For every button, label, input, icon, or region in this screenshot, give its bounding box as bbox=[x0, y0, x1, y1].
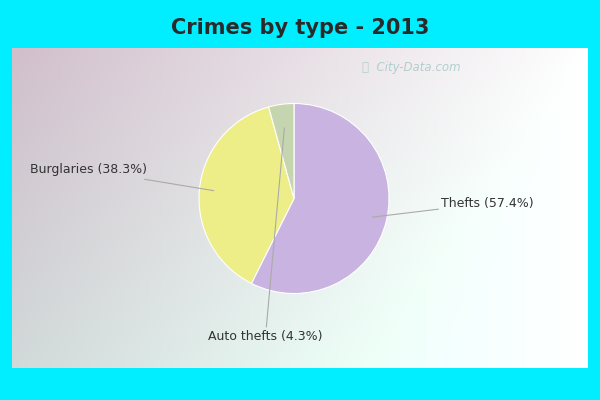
Text: Auto thefts (4.3%): Auto thefts (4.3%) bbox=[208, 128, 323, 343]
Wedge shape bbox=[251, 104, 389, 294]
Text: Crimes by type - 2013: Crimes by type - 2013 bbox=[171, 18, 429, 38]
Text: Burglaries (38.3%): Burglaries (38.3%) bbox=[30, 164, 214, 191]
Text: ⓘ  City-Data.com: ⓘ City-Data.com bbox=[362, 61, 460, 74]
Text: Thefts (57.4%): Thefts (57.4%) bbox=[373, 197, 534, 217]
Wedge shape bbox=[269, 104, 294, 198]
Wedge shape bbox=[199, 107, 294, 284]
